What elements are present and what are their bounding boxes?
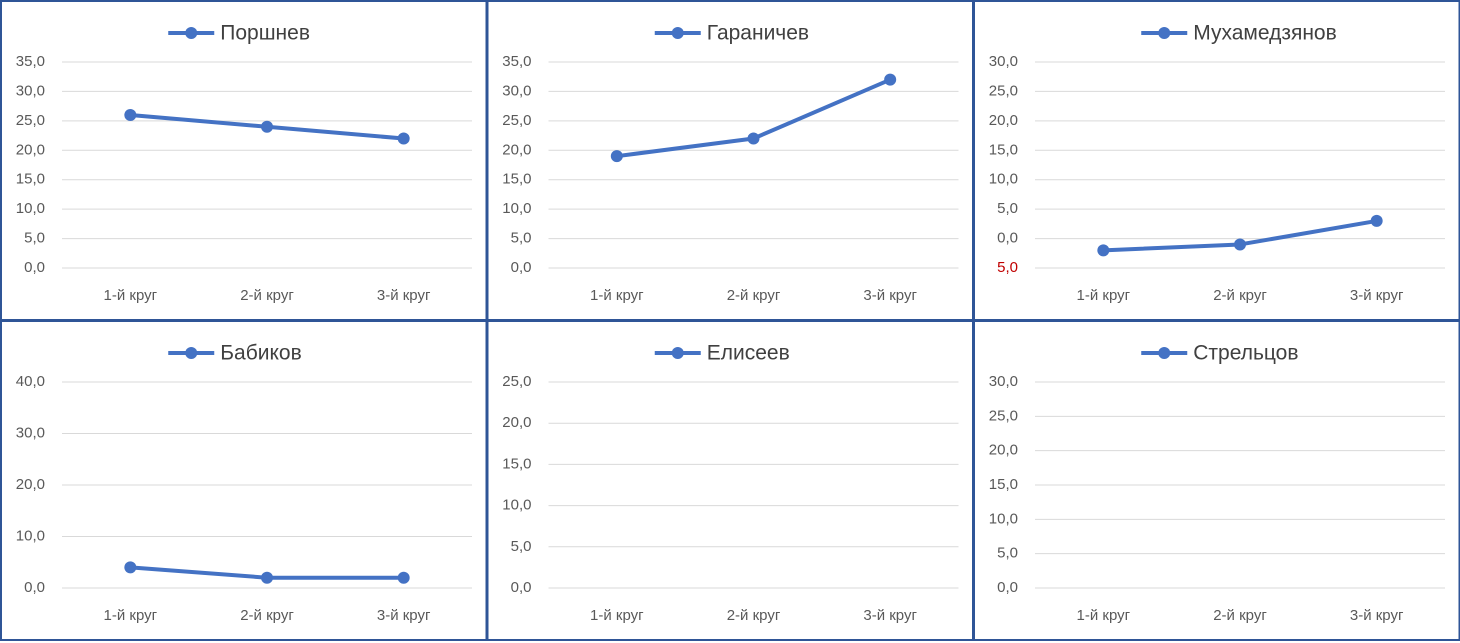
y-tick-label: 10,0 <box>502 497 531 514</box>
legend-marker <box>1158 27 1171 39</box>
x-tick-label: 2-й круг <box>1213 607 1267 624</box>
y-tick-label: 20,0 <box>502 141 531 158</box>
y-tick-label: 20,0 <box>16 476 45 493</box>
point-marker <box>1097 244 1110 257</box>
y-tick-label: 0,0 <box>24 259 45 276</box>
chart-panel: 0,0 5,0 10,0 15,0 20,0 25,0 30,0 35,0 1-й круг 2-… <box>486 0 974 321</box>
legend-marker <box>671 27 684 39</box>
chart-panel: 5,0 0,0 5,0 10,0 15,0 20,0 25,0 30,0 1-й круг 2-й… <box>973 0 1460 321</box>
y-tick-label: 10,0 <box>16 527 45 544</box>
legend-label: Гараничев <box>707 22 809 45</box>
y-tick-label: 5,0 <box>511 230 532 247</box>
y-tick-label: 30,0 <box>502 82 531 99</box>
point-marker <box>1370 214 1383 227</box>
x-tick-label: 2-й круг <box>240 607 294 624</box>
chart-panel: 0,0 10,0 20,0 30,0 40,0 1-й круг 2-й круг 3-й к… <box>0 320 488 641</box>
y-tick-label: 15,0 <box>502 455 531 472</box>
x-tick-label: 3-й круг <box>863 287 917 304</box>
y-tick-label: 0,0 <box>997 230 1018 247</box>
y-tick-label: 15,0 <box>989 476 1018 493</box>
y-tick-label: 40,0 <box>16 373 45 390</box>
y-tick-label: 0,0 <box>511 579 532 596</box>
legend-label: Мухамедзянов <box>1193 22 1337 45</box>
x-tick-label: 3-й круг <box>377 607 431 624</box>
y-tick-label: 30,0 <box>989 53 1018 70</box>
point-marker <box>397 132 410 145</box>
y-tick-label: 10,0 <box>989 171 1018 188</box>
y-tick-label: 10,0 <box>502 200 531 217</box>
y-tick-label: 10,0 <box>16 200 45 217</box>
y-tick-label: 15,0 <box>502 171 531 188</box>
x-tick-label: 2-й круг <box>727 607 781 624</box>
y-tick-label: 5,0 <box>24 230 45 247</box>
y-tick-label: 10,0 <box>989 510 1018 527</box>
x-tick-label: 1-й круг <box>104 287 158 304</box>
point-marker <box>124 108 137 121</box>
y-tick-label: 20,0 <box>989 112 1018 129</box>
chart-panel: 0,0 5,0 10,0 15,0 20,0 25,0 1-й круг 2-й круг 3-… <box>486 320 974 641</box>
legend-marker <box>185 347 198 359</box>
y-tick-label: 35,0 <box>502 53 531 70</box>
y-tick-label: 0,0 <box>24 579 45 596</box>
y-tick-label: 35,0 <box>16 53 45 70</box>
x-tick-label: 1-й круг <box>1077 607 1131 624</box>
y-tick-label: 25,0 <box>16 112 45 129</box>
y-tick-label: 30,0 <box>989 373 1018 390</box>
x-tick-label: 1-й круг <box>590 607 644 624</box>
point-marker <box>610 150 623 163</box>
y-tick-label: 30,0 <box>16 424 45 441</box>
y-tick-label: 5,0 <box>997 259 1018 276</box>
point-marker <box>884 73 897 86</box>
y-tick-label: 5,0 <box>511 538 532 555</box>
x-tick-label: 3-й круг <box>1350 607 1404 624</box>
panel-border <box>0 0 488 321</box>
panel-border <box>973 320 1460 641</box>
legend-label: Елисеев <box>707 342 790 365</box>
y-tick-label: 20,0 <box>16 141 45 158</box>
y-tick-label: 25,0 <box>502 373 531 390</box>
legend-label: Стрельцов <box>1193 342 1298 365</box>
y-tick-label: 5,0 <box>997 200 1018 217</box>
point-marker <box>747 132 760 145</box>
y-tick-label: 15,0 <box>989 141 1018 158</box>
legend-label: Поршнев <box>220 22 310 45</box>
legend-label: Бабиков <box>220 342 301 365</box>
y-tick-label: 15,0 <box>16 171 45 188</box>
point-marker <box>261 120 273 133</box>
x-tick-label: 2-й круг <box>727 287 781 304</box>
chart-panel: 0,0 5,0 10,0 15,0 20,0 25,0 30,0 1-й круг 2-й кр… <box>973 320 1460 641</box>
legend-marker <box>671 347 684 359</box>
y-tick-label: 30,0 <box>16 82 45 99</box>
panel-border <box>973 0 1460 321</box>
y-tick-label: 5,0 <box>997 545 1018 562</box>
y-tick-label: 0,0 <box>997 579 1018 596</box>
legend-marker <box>185 27 198 39</box>
x-tick-label: 3-й круг <box>1350 287 1404 304</box>
x-tick-label: 3-й круг <box>377 287 431 304</box>
y-tick-label: 20,0 <box>989 442 1018 459</box>
point-marker <box>1234 238 1246 251</box>
y-tick-label: 25,0 <box>989 407 1018 424</box>
y-tick-label: 0,0 <box>511 259 532 276</box>
y-tick-label: 25,0 <box>989 82 1018 99</box>
point-marker <box>124 561 137 574</box>
x-tick-label: 2-й круг <box>1213 287 1267 304</box>
legend-marker <box>1158 347 1171 359</box>
panel-border <box>486 0 974 321</box>
chart-panel: 0,0 5,0 10,0 15,0 20,0 25,0 30,0 35,0 1-й круг 2-… <box>0 0 488 321</box>
point-marker <box>397 571 410 584</box>
y-tick-label: 20,0 <box>502 414 531 431</box>
y-tick-label: 25,0 <box>502 112 531 129</box>
x-tick-label: 1-й круг <box>1077 287 1131 304</box>
x-tick-label: 3-й круг <box>863 607 917 624</box>
point-marker <box>261 571 273 584</box>
x-tick-label: 1-й круг <box>104 607 158 624</box>
x-tick-label: 2-й круг <box>240 287 294 304</box>
x-tick-label: 1-й круг <box>590 287 644 304</box>
panel-border <box>486 320 974 641</box>
panel-border <box>0 320 488 641</box>
